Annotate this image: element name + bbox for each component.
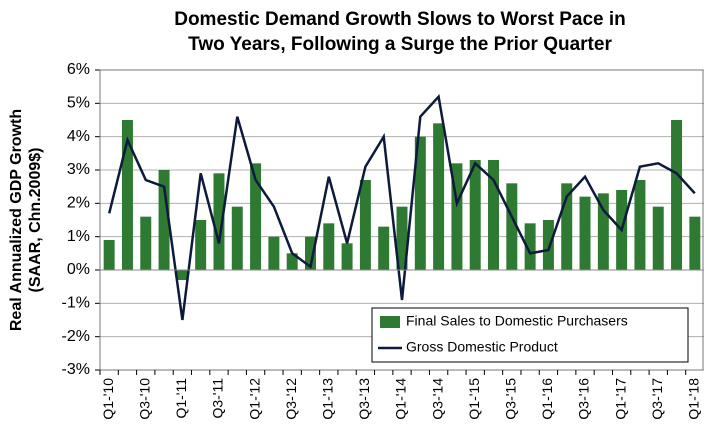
y-tick-label: 6% [67, 61, 90, 78]
bar [323, 223, 335, 270]
y-axis-label: Real Annualized GDP Growth [8, 109, 25, 331]
bar [304, 236, 316, 270]
bar [268, 236, 280, 270]
y-tick-label: -2% [62, 328, 90, 345]
y-tick-label: 4% [67, 128, 90, 145]
x-tick-label: Q3-'12 [283, 378, 299, 420]
y-tick-label: -3% [62, 361, 90, 378]
legend-label: Final Sales to Domestic Purchasers [406, 313, 628, 329]
x-tick-label: Q3-'17 [649, 378, 665, 420]
bar [524, 223, 536, 270]
plot-border [99, 69, 704, 371]
bar [469, 160, 481, 270]
y-tick-label: 3% [67, 161, 90, 178]
x-tick-label: Q1-'10 [100, 378, 116, 420]
bar [286, 253, 298, 270]
y-tick-label: -1% [62, 295, 90, 312]
bar [634, 180, 646, 270]
bar [561, 183, 573, 270]
bar [414, 136, 426, 270]
bar [140, 216, 152, 270]
bar [579, 196, 591, 270]
bar [341, 243, 353, 270]
bar [542, 220, 554, 270]
chart-title: Two Years, Following a Surge the Prior Q… [188, 34, 612, 55]
legend-box [371, 307, 689, 363]
bar [671, 120, 683, 270]
x-tick-label: Q3-'11 [210, 378, 226, 419]
bar [359, 180, 371, 270]
bar [652, 206, 664, 270]
bar [433, 123, 445, 270]
y-tick-label: 5% [67, 95, 90, 112]
y-tick-label: 1% [67, 228, 90, 245]
bar [378, 226, 390, 270]
bar [451, 163, 463, 270]
x-tick-label: Q3-'10 [136, 378, 152, 420]
bar [250, 163, 262, 270]
bar [195, 220, 207, 270]
bar [103, 240, 115, 270]
x-tick-label: Q1-'12 [246, 378, 262, 420]
chart-title: Domestic Demand Growth Slows to Worst Pa… [174, 9, 626, 30]
bar [213, 173, 225, 270]
y-tick-label: 2% [67, 195, 90, 212]
x-tick-label: Q1-'17 [612, 378, 628, 420]
legend-label: Gross Domestic Product [406, 339, 558, 355]
y-axis-label: (SAAR, Chn.2009$) [27, 148, 44, 293]
x-tick-label: Q3-'13 [356, 378, 372, 420]
x-tick-label: Q1-'11 [173, 378, 189, 419]
bar [158, 170, 170, 270]
bar [689, 216, 701, 270]
x-tick-label: Q1-'14 [393, 378, 409, 420]
x-tick-label: Q3-'14 [429, 378, 445, 420]
bar [506, 183, 518, 270]
bar [121, 120, 133, 270]
x-tick-label: Q3-'16 [576, 378, 592, 420]
x-tick-label: Q3-'15 [503, 378, 519, 420]
x-tick-label: Q1-'13 [319, 378, 335, 420]
bar [176, 270, 188, 280]
bar [396, 206, 408, 270]
y-tick-label: 0% [67, 261, 90, 278]
x-tick-label: Q1-'18 [686, 378, 702, 420]
line [107, 93, 696, 321]
bar [597, 193, 609, 270]
x-tick-label: Q1-'15 [466, 378, 482, 420]
bar [231, 206, 243, 270]
legend-swatch [380, 316, 400, 328]
x-tick-label: Q1-'16 [539, 378, 555, 420]
bar [488, 160, 500, 270]
